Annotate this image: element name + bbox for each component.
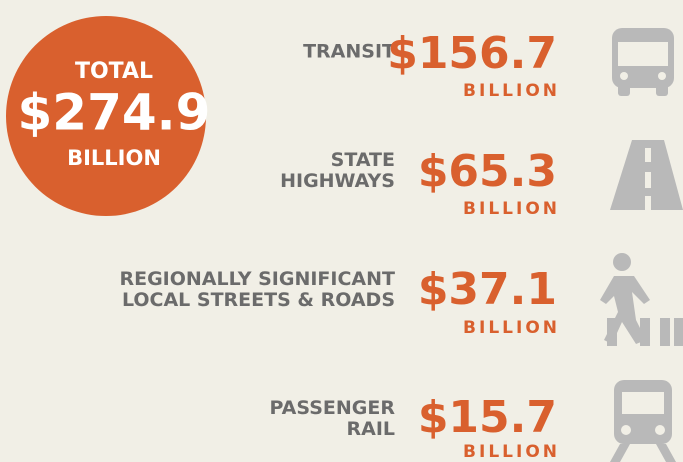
- item-unit: BILLION: [463, 442, 560, 462]
- road-icon: [610, 140, 683, 210]
- bus-icon: [612, 28, 674, 96]
- item-label: LOCAL STREETS & ROADS: [122, 289, 395, 311]
- item-label: REGIONALLY SIGNIFICANT: [119, 268, 395, 290]
- total-amount: $274.9: [18, 84, 211, 142]
- total-circle: [6, 16, 206, 216]
- item-unit: BILLION: [463, 318, 560, 338]
- item-amount: $15.7: [418, 392, 557, 443]
- item-amount: $37.1: [418, 264, 557, 315]
- train-icon: [610, 380, 676, 462]
- item-label: RAIL: [346, 418, 395, 440]
- item-label: TRANSIT: [303, 41, 395, 63]
- item-amount: $156.7: [387, 28, 557, 79]
- item-amount: $65.3: [418, 146, 557, 197]
- item-unit: BILLION: [463, 81, 560, 101]
- total-unit: BILLION: [67, 146, 161, 170]
- item-unit: BILLION: [463, 199, 560, 219]
- item-label: HIGHWAYS: [280, 170, 395, 192]
- pedestrian-icon: [600, 253, 683, 346]
- item-label: STATE: [331, 149, 395, 171]
- item-label: PASSENGER: [270, 397, 396, 419]
- total-label: TOTAL: [75, 59, 153, 84]
